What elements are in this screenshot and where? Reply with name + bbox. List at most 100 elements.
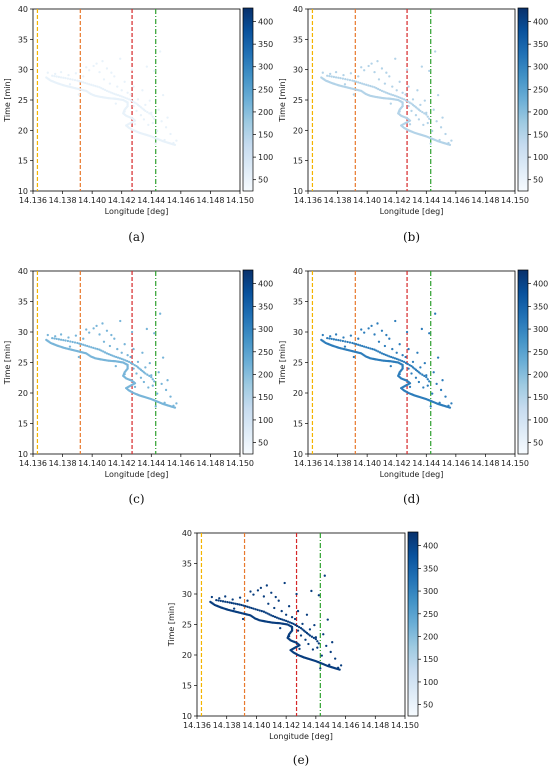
- colorbar-tick-label: 50: [533, 439, 543, 448]
- data-point: [123, 343, 126, 346]
- data-point: [391, 347, 394, 351]
- data-point: [330, 337, 333, 341]
- data-point: [148, 99, 151, 102]
- data-point: [259, 586, 263, 590]
- plot-area: [32, 8, 241, 192]
- data-point: [153, 332, 156, 335]
- data-point: [373, 333, 376, 336]
- data-point: [367, 64, 370, 68]
- x-tick-label: 14.144: [137, 196, 165, 205]
- data-point: [447, 141, 450, 145]
- x-tick-label: 14.150: [391, 721, 419, 730]
- data-point: [367, 327, 370, 330]
- data-point: [310, 635, 314, 638]
- data-point: [343, 83, 347, 86]
- data-point: [88, 69, 91, 72]
- data-point: [59, 70, 63, 74]
- data-point: [221, 600, 225, 603]
- y-tick-label: 30: [293, 66, 303, 75]
- data-point: [404, 355, 407, 359]
- data-point: [407, 85, 410, 88]
- data-point: [232, 602, 235, 605]
- y-tick-label: 40: [18, 5, 28, 14]
- data-point: [419, 103, 422, 106]
- colorbar: [242, 269, 254, 455]
- data-point: [334, 657, 337, 660]
- data-point: [256, 589, 260, 592]
- data-point: [92, 346, 95, 350]
- data-point: [419, 366, 422, 369]
- data-point: [402, 98, 406, 101]
- data-point: [426, 378, 429, 381]
- data-point: [290, 621, 293, 625]
- scatter-series: [45, 312, 178, 409]
- data-point: [425, 374, 428, 377]
- data-point: [391, 94, 395, 97]
- x-axis-label: Longitude [deg]: [105, 470, 169, 479]
- data-point: [144, 366, 147, 369]
- data-point: [377, 78, 381, 81]
- data-point: [129, 355, 132, 359]
- data-point: [110, 333, 113, 337]
- x-tick-label: 14.138: [324, 459, 352, 468]
- data-point: [420, 327, 423, 331]
- data-point: [68, 83, 72, 86]
- plot-area: [32, 270, 241, 455]
- data-point: [331, 641, 334, 644]
- colorbar-tick-label: 250: [258, 348, 273, 357]
- data-point: [353, 342, 356, 345]
- colorbar-tick-label: 250: [258, 85, 273, 94]
- colorbar-tick-label: 400: [533, 280, 548, 289]
- data-point: [107, 352, 110, 356]
- x-tick-label: 14.146: [442, 459, 470, 468]
- data-point: [316, 640, 319, 643]
- x-tick-label: 14.144: [412, 459, 440, 468]
- data-point: [145, 327, 149, 331]
- chart-panel: 14.136 14.138 14.140 14.142 14.144 14.146 14.1…: [278, 5, 548, 244]
- data-point: [109, 91, 112, 94]
- data-point: [281, 618, 284, 621]
- data-point: [336, 666, 340, 669]
- data-point: [262, 610, 266, 613]
- data-point: [85, 66, 88, 69]
- data-point: [386, 92, 389, 95]
- data-point: [279, 627, 282, 630]
- data-point: [401, 97, 404, 100]
- data-point: [287, 634, 291, 638]
- colorbar-tick-label: 400: [423, 542, 438, 551]
- data-point: [51, 74, 54, 77]
- data-point: [337, 76, 340, 79]
- y-tick-label: 35: [182, 560, 192, 569]
- data-point: [416, 89, 419, 92]
- x-tick-label: 14.142: [383, 459, 411, 468]
- y-axis-label: Time [min]: [278, 341, 287, 385]
- data-point: [411, 360, 415, 364]
- data-point: [323, 574, 326, 577]
- data-point: [341, 77, 345, 80]
- data-point: [267, 602, 270, 605]
- data-point: [357, 337, 360, 340]
- data-point: [357, 75, 360, 78]
- colorbar-tick-label: 100: [533, 153, 548, 162]
- data-point: [126, 97, 129, 100]
- panel-caption: (b): [403, 230, 420, 244]
- data-point: [432, 108, 435, 111]
- colorbar-tick-label: 200: [533, 370, 548, 379]
- data-point: [337, 338, 340, 342]
- data-point: [90, 83, 93, 86]
- data-point: [404, 93, 407, 96]
- data-point: [53, 74, 56, 78]
- colorbar-tick-label: 50: [258, 176, 268, 185]
- data-point: [380, 89, 384, 93]
- data-point: [120, 351, 123, 354]
- data-point: [399, 359, 402, 362]
- data-point: [277, 617, 280, 620]
- data-point: [423, 361, 426, 365]
- data-point: [380, 67, 384, 70]
- data-point: [363, 345, 366, 348]
- data-point: [150, 113, 153, 116]
- data-point: [175, 139, 178, 142]
- y-tick-label: 25: [182, 621, 192, 630]
- data-point: [416, 351, 419, 354]
- data-point: [371, 85, 374, 88]
